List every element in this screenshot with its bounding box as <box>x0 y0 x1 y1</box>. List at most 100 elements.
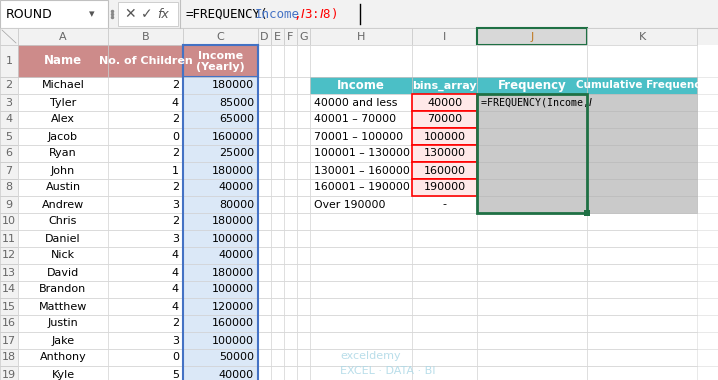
Bar <box>108 28 183 45</box>
Bar <box>0 111 718 128</box>
Bar <box>284 77 297 94</box>
Bar <box>587 145 697 162</box>
Bar <box>310 332 412 349</box>
Bar <box>183 196 258 213</box>
Bar <box>0 45 18 77</box>
Bar <box>412 281 477 298</box>
Bar <box>284 28 297 45</box>
Bar <box>412 111 477 128</box>
Text: 100000: 100000 <box>212 285 254 294</box>
Bar <box>477 45 587 77</box>
Text: 10: 10 <box>2 217 16 226</box>
Text: 2: 2 <box>6 81 12 90</box>
Bar <box>284 213 297 230</box>
Text: ✓: ✓ <box>141 7 153 21</box>
Bar <box>0 128 18 145</box>
Bar <box>118 2 178 26</box>
Bar <box>412 264 477 281</box>
Bar <box>108 213 183 230</box>
Bar <box>310 77 412 94</box>
Bar <box>477 77 587 94</box>
Bar <box>0 128 718 145</box>
Bar <box>477 128 587 145</box>
Bar <box>183 315 258 332</box>
Bar <box>284 332 297 349</box>
Text: K: K <box>638 32 645 41</box>
Bar <box>18 264 108 281</box>
Text: 160000: 160000 <box>424 166 465 176</box>
Bar <box>18 349 108 366</box>
Bar <box>587 162 697 179</box>
Bar <box>584 210 590 216</box>
Bar <box>310 349 412 366</box>
Bar <box>271 77 284 94</box>
Bar <box>18 179 108 196</box>
Bar <box>108 145 183 162</box>
Bar <box>18 77 108 94</box>
Bar <box>0 28 18 45</box>
Text: 100000: 100000 <box>212 233 254 244</box>
Bar <box>271 111 284 128</box>
Bar <box>258 213 271 230</box>
Bar <box>284 366 297 380</box>
Bar <box>183 179 258 196</box>
Bar <box>587 77 697 94</box>
Bar <box>412 162 477 179</box>
Text: 6: 6 <box>6 149 12 158</box>
Bar <box>0 213 18 230</box>
Bar <box>587 77 697 94</box>
Bar <box>183 230 258 247</box>
Bar <box>297 315 310 332</box>
Text: 160001 – 190000: 160001 – 190000 <box>314 182 410 193</box>
Bar <box>271 247 284 264</box>
Text: 3: 3 <box>172 233 179 244</box>
Bar <box>271 145 284 162</box>
Bar <box>284 162 297 179</box>
Bar <box>183 196 258 213</box>
Text: Jacob: Jacob <box>48 131 78 141</box>
Bar <box>297 247 310 264</box>
Bar <box>284 145 297 162</box>
Bar <box>477 94 587 111</box>
Text: Austin: Austin <box>45 182 80 193</box>
Bar <box>310 247 412 264</box>
Text: D: D <box>260 32 269 41</box>
Bar <box>587 128 697 145</box>
Bar <box>412 145 477 162</box>
Bar <box>108 179 183 196</box>
Text: 9: 9 <box>6 200 12 209</box>
Bar <box>183 28 258 45</box>
Bar <box>412 77 477 94</box>
Bar <box>0 264 18 281</box>
Text: David: David <box>47 268 79 277</box>
Text: 19: 19 <box>2 369 16 380</box>
Bar <box>0 196 18 213</box>
Bar <box>258 179 271 196</box>
Bar <box>183 213 258 230</box>
Text: 4: 4 <box>172 268 179 277</box>
Bar <box>183 281 258 298</box>
Bar <box>0 332 18 349</box>
Text: ,$I$3:$I$8): ,$I$3:$I$8) <box>293 6 337 22</box>
Text: Frequency: Frequency <box>498 79 567 92</box>
Bar <box>284 315 297 332</box>
Bar <box>587 298 697 315</box>
Bar <box>258 162 271 179</box>
Bar <box>310 230 412 247</box>
Text: Alex: Alex <box>51 114 75 125</box>
Text: bins_array: bins_array <box>412 80 477 91</box>
Bar <box>297 281 310 298</box>
Bar <box>271 45 284 77</box>
Bar <box>183 45 258 77</box>
Bar <box>108 94 183 111</box>
Bar <box>0 230 718 247</box>
Bar <box>183 94 258 111</box>
Text: 5: 5 <box>6 131 12 141</box>
Bar <box>477 111 587 128</box>
Bar <box>587 349 697 366</box>
Text: 85000: 85000 <box>219 98 254 108</box>
Bar <box>183 179 258 196</box>
Text: 40000: 40000 <box>219 182 254 193</box>
Bar <box>0 162 718 179</box>
Bar <box>477 315 587 332</box>
